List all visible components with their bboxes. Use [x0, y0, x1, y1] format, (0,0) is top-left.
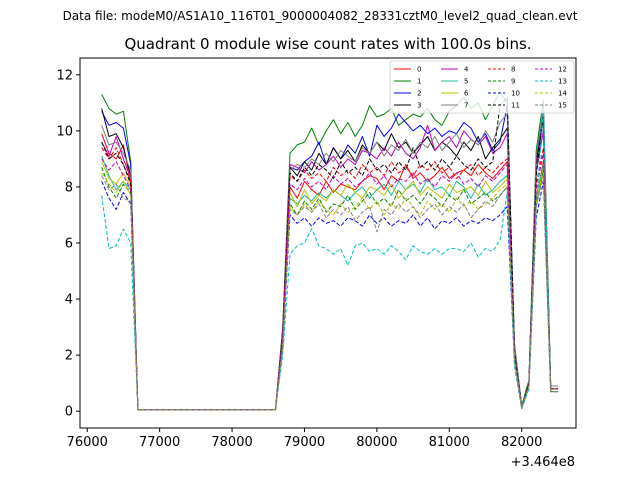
legend-label-14: 14: [558, 90, 567, 98]
chart-title: Quadrant 0 module wise count rates with …: [124, 35, 531, 53]
legend-label-9: 9: [511, 78, 515, 86]
y-tick-label: 0: [65, 405, 73, 420]
y-tick-label: 8: [65, 180, 73, 195]
legend-label-7: 7: [464, 102, 468, 110]
y-tick-label: 4: [65, 293, 73, 308]
legend-label-15: 15: [558, 102, 567, 110]
legend-label-1: 1: [417, 78, 421, 86]
series-layer: [101, 91, 558, 411]
x-tick-label: 80000: [356, 435, 397, 450]
x-tick-label: 79000: [284, 435, 325, 450]
legend-label-5: 5: [464, 78, 468, 86]
legend-label-0: 0: [417, 66, 421, 74]
y-tick-label: 10: [56, 124, 73, 139]
x-tick-label: 76000: [67, 435, 108, 450]
axes-layer: 76000 77000 78000 79000 80000 81000 82000 0 2 4 6 8…: [56, 68, 542, 450]
x-tick-label: 82000: [501, 435, 542, 450]
legend-frame: [389, 60, 575, 114]
x-tick-label: 81000: [429, 435, 470, 450]
plot-area: [80, 58, 576, 428]
x-tick-label: 78000: [211, 435, 252, 450]
data-file-suptitle: Data file: modeM0/AS1A10_116T01_90000040…: [63, 9, 578, 23]
legend-label-3: 3: [417, 102, 421, 110]
series-line-12: [101, 152, 558, 411]
legend-label-10: 10: [511, 90, 520, 98]
legend-label-13: 13: [558, 78, 567, 86]
legend-label-4: 4: [464, 66, 469, 74]
legend-label-8: 8: [511, 66, 515, 74]
x-tick-label: 77000: [139, 435, 180, 450]
legend-label-12: 12: [558, 66, 567, 74]
legend-label-6: 6: [464, 90, 469, 98]
plot-frame: [79, 57, 577, 429]
legend-label-2: 2: [417, 90, 421, 98]
series-line-15: [101, 175, 558, 411]
y-tick-label: 6: [65, 237, 73, 252]
legend-label-11: 11: [511, 102, 520, 110]
y-tick-label: 12: [56, 68, 73, 83]
y-tick-label: 2: [65, 349, 73, 364]
x-offset-label: +3.464e8: [511, 455, 575, 470]
